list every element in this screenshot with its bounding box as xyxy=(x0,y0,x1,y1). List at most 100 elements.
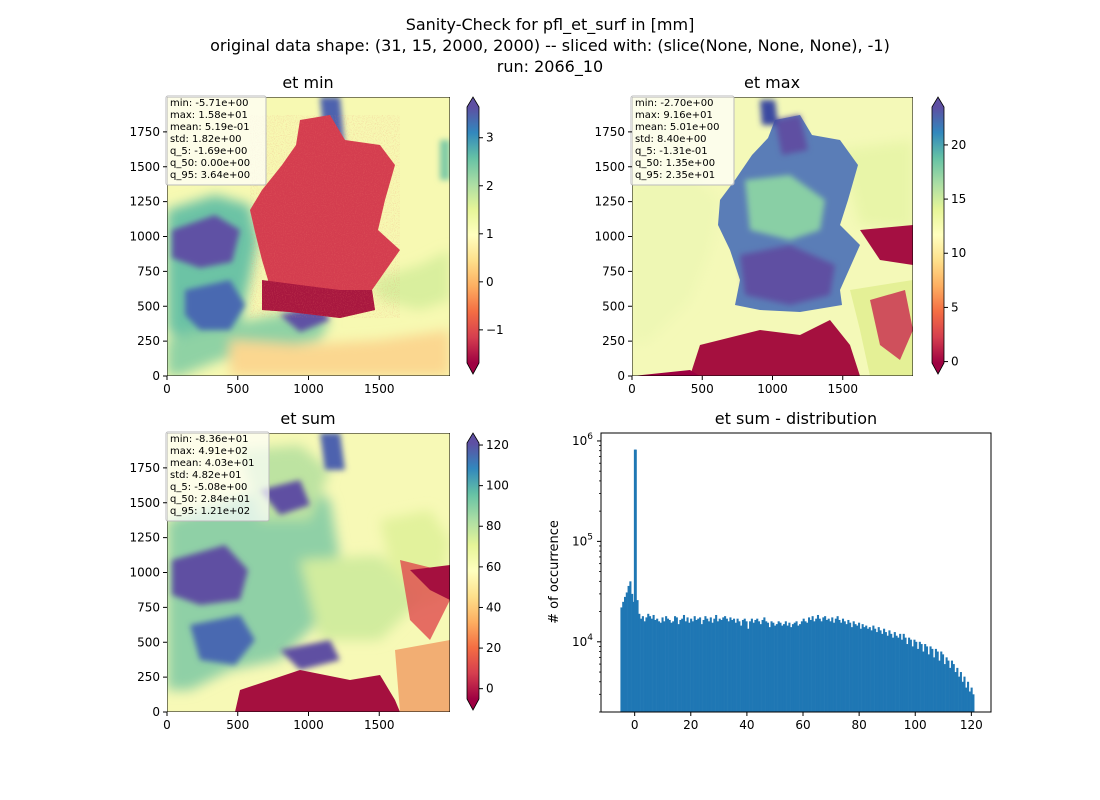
histogram-bar xyxy=(784,621,787,712)
histogram-bar xyxy=(924,644,927,712)
panel-et-max: et max min: -2.70e+00 max: 9 xyxy=(594,73,966,396)
histogram-bar xyxy=(699,617,702,712)
y-tick-label: 105 xyxy=(572,532,593,548)
histogram-bar xyxy=(761,619,764,712)
histogram-bar xyxy=(816,614,820,712)
histogram-bar xyxy=(920,644,923,712)
x-tick-label: 1000 xyxy=(293,382,324,396)
stat-line: q_50: 2.84e+01 xyxy=(170,494,250,505)
stat-line: q_50: 1.35e+00 xyxy=(635,158,715,169)
histogram-bar xyxy=(967,681,970,712)
colorbar-tick-label: 0 xyxy=(486,682,494,696)
histogram-bar xyxy=(822,617,825,712)
histogram-bar xyxy=(895,635,898,712)
colorbar-tick-label: 10 xyxy=(951,246,966,260)
y-tick-label: 1750 xyxy=(594,125,625,139)
colorbar: −1 0 1 2 3 xyxy=(466,96,504,375)
colorbar: 0 20 40 60 80 100 120 xyxy=(466,432,509,711)
histogram-bar xyxy=(836,616,839,712)
stats-box: min: -2.70e+00 max: 9.16e+01 mean: 5.01e… xyxy=(630,95,735,186)
y-axis: 0 250 500 750 1000 1250 1500 1750 xyxy=(129,461,167,719)
histogram-bar xyxy=(825,619,828,712)
histogram-bar xyxy=(695,619,698,712)
panel-title: et min xyxy=(282,73,333,92)
x-tick-label: 0 xyxy=(163,382,171,396)
histogram-bar xyxy=(900,639,904,712)
histogram-bar xyxy=(849,622,852,712)
histogram-bar xyxy=(731,619,734,712)
histogram-bar xyxy=(834,618,837,712)
histogram-bar xyxy=(715,614,718,712)
histogram-bar xyxy=(958,676,961,712)
histogram-bar xyxy=(972,694,975,712)
y-tick-label: 104 xyxy=(572,633,593,649)
x-axis: 0 20 40 60 80 100 120 xyxy=(631,712,983,732)
histogram-bar xyxy=(818,618,821,712)
histogram-bar xyxy=(856,625,859,712)
x-tick-label: 120 xyxy=(960,718,983,732)
histogram-bar xyxy=(745,621,748,712)
x-tick-label: 500 xyxy=(226,382,249,396)
histogram-bar xyxy=(797,625,800,712)
colorbar-tick-label: 120 xyxy=(486,438,509,452)
histogram-bar xyxy=(657,621,661,712)
histogram-bar xyxy=(749,621,752,712)
histogram-bar xyxy=(763,617,766,712)
y-tick-label: 1250 xyxy=(594,195,625,209)
stat-line: min: -2.70e+00 xyxy=(635,98,714,109)
histogram-bar xyxy=(863,627,866,712)
histogram-bar xyxy=(845,624,848,712)
histogram-bar xyxy=(827,618,830,712)
histogram-bar xyxy=(713,618,716,712)
histogram-bar xyxy=(804,621,807,712)
histogram-bar xyxy=(927,654,930,712)
histogram-bar xyxy=(852,621,855,712)
histogram-bar xyxy=(899,633,902,712)
x-tick-label: 60 xyxy=(795,718,810,732)
histogram-bar xyxy=(720,619,723,712)
histogram-bar xyxy=(795,621,798,712)
histogram-bar xyxy=(641,616,644,712)
y-tick-label: 250 xyxy=(602,334,625,348)
histogram-bar xyxy=(945,657,948,712)
histogram-bar xyxy=(738,621,741,712)
histogram-bar xyxy=(622,601,625,712)
y-axis: 0 250 500 750 1000 1250 1500 1750 xyxy=(129,125,167,383)
histogram-bar xyxy=(711,622,714,712)
histogram-bar xyxy=(623,596,627,712)
histogram-bar xyxy=(904,637,907,712)
stat-line: min: -8.36e+01 xyxy=(170,434,249,445)
histogram-bar xyxy=(838,619,841,712)
y-tick-label: 1000 xyxy=(129,566,160,580)
histogram-bar xyxy=(949,667,952,712)
histogram-bar xyxy=(754,619,757,712)
histogram-bar xyxy=(952,664,955,712)
y-axis: 104 105 106 xyxy=(572,432,601,713)
histogram-bar xyxy=(665,616,668,712)
histogram-bar xyxy=(747,628,750,712)
histogram-bar xyxy=(854,624,857,712)
histogram-bar xyxy=(756,618,759,712)
histogram-bar xyxy=(833,622,836,712)
y-tick-label: 1250 xyxy=(129,195,160,209)
heatmap-image xyxy=(167,97,450,376)
histogram-bar xyxy=(627,585,630,712)
histogram-bar xyxy=(931,648,934,712)
y-tick-label: 500 xyxy=(137,299,160,313)
histogram-bar xyxy=(682,614,686,712)
histogram-bar xyxy=(916,648,920,712)
histogram-bar xyxy=(811,616,814,712)
histogram-bar xyxy=(875,632,878,712)
colorbar-tick-label: 40 xyxy=(486,600,501,614)
x-tick-label: 1500 xyxy=(364,718,395,732)
histogram-bar xyxy=(722,617,725,712)
histogram-bar xyxy=(859,628,862,712)
histogram-bar xyxy=(781,625,784,712)
histogram-bar xyxy=(677,624,680,712)
histogram-bar xyxy=(640,618,643,712)
histogram-bar xyxy=(707,621,711,712)
stat-line: min: -5.71e+00 xyxy=(170,98,249,109)
y-tick-label: 1500 xyxy=(129,496,160,510)
histogram-bar xyxy=(681,618,684,712)
